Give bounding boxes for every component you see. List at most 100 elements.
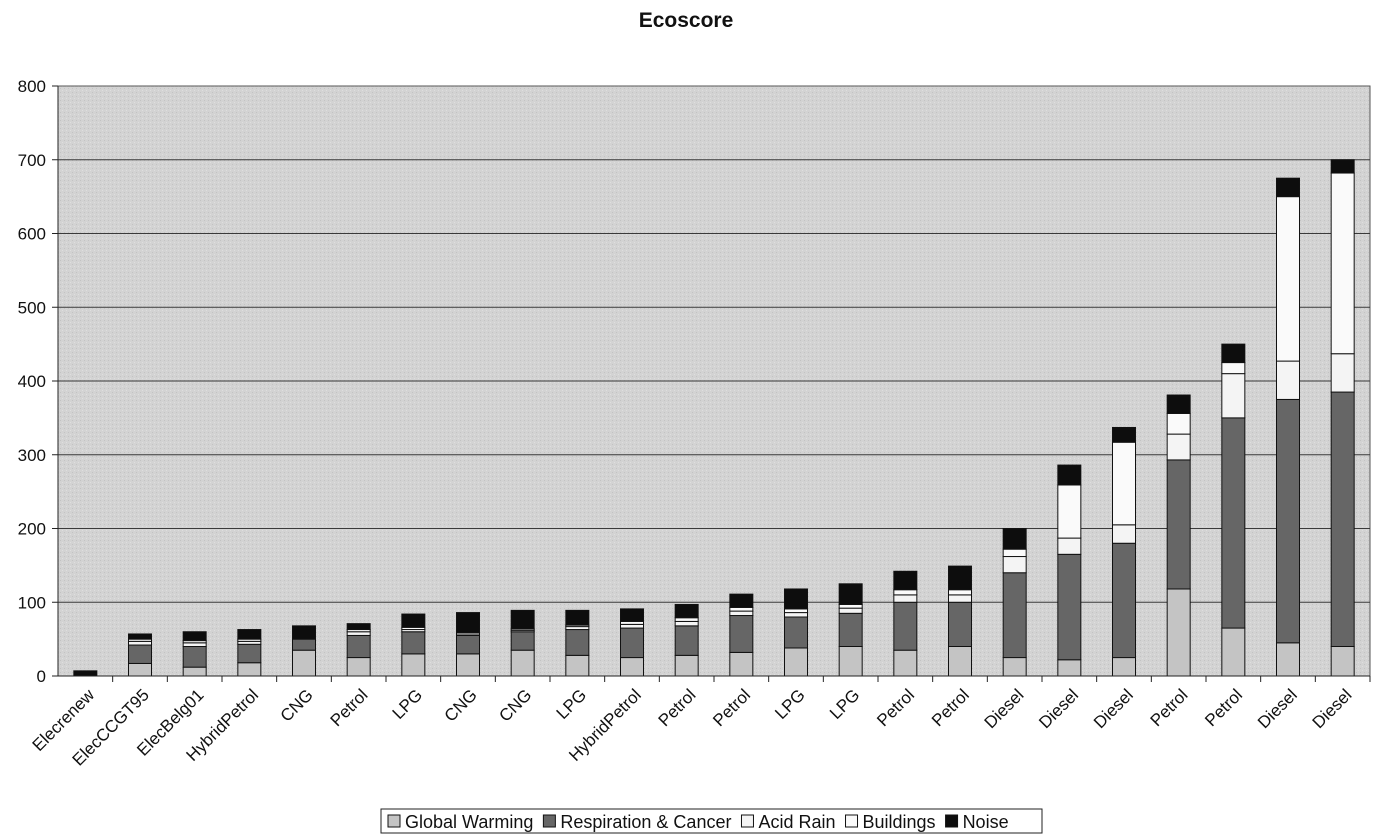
x-tick-label: LPG — [771, 685, 808, 722]
bar-segment — [838, 583, 863, 605]
bar-segment — [292, 625, 316, 640]
bar-segment — [1057, 659, 1082, 677]
bar-segment — [729, 610, 754, 617]
x-tick-label: LPG — [389, 685, 426, 722]
bar-segment — [784, 616, 808, 649]
legend-label: Buildings — [863, 812, 936, 832]
bar-segment — [182, 646, 207, 668]
bar-segment — [1330, 391, 1355, 647]
bar-segment — [729, 593, 754, 608]
bar-segment — [1112, 657, 1136, 677]
bar-segment — [1166, 433, 1191, 461]
x-tick-label: Diesel — [1090, 685, 1137, 732]
legend-label: Global Warming — [405, 812, 533, 832]
bar-segment — [729, 615, 754, 653]
bar-segment — [838, 607, 863, 614]
bar-segment — [1002, 572, 1027, 659]
bar-segment — [948, 594, 972, 603]
bar-segment — [893, 649, 918, 677]
bar-segment — [128, 644, 152, 664]
gridlines — [58, 159, 1370, 603]
bar-segment — [346, 657, 371, 677]
bar-segment — [565, 654, 590, 677]
bar-segment — [1276, 642, 1300, 677]
bar-segment — [346, 631, 371, 636]
y-tick-label: 0 — [37, 667, 46, 686]
x-tick-label: Petrol — [709, 685, 754, 730]
bar-segment — [346, 623, 371, 631]
bar-segment — [1002, 556, 1027, 574]
bar-segment — [510, 631, 535, 651]
bar-segment — [401, 653, 426, 677]
legend-swatch — [945, 814, 959, 828]
bar-segment — [456, 634, 480, 655]
bar-segment — [948, 589, 972, 596]
bar-segment — [1002, 657, 1027, 677]
bar-segment — [237, 629, 262, 640]
bar-segment — [456, 612, 480, 633]
y-tick-label: 100 — [18, 593, 46, 612]
x-tick-label: CNG — [441, 685, 481, 725]
y-tick-label: 600 — [18, 225, 46, 244]
x-tick-label: Petrol — [327, 685, 372, 730]
bar-segment — [128, 633, 152, 640]
bar-segment — [838, 603, 863, 609]
legend-swatch — [387, 814, 401, 828]
y-tick-label: 500 — [18, 298, 46, 317]
x-tick-label: Diesel — [1309, 685, 1356, 732]
bar-segment — [456, 653, 480, 677]
bar-segment — [1330, 172, 1355, 355]
bar-segment — [674, 617, 699, 622]
y-axis: 0 100 200 300 400 500 600 700 800 — [18, 77, 59, 686]
bar-segment — [1057, 537, 1082, 555]
bar-segment — [948, 646, 972, 677]
bar-segment — [948, 601, 972, 647]
bar-segment — [1221, 417, 1246, 629]
bar-segment — [510, 609, 535, 630]
bar-segment — [1112, 524, 1136, 544]
x-tick-label: CNG — [277, 685, 317, 725]
y-tick-label: 300 — [18, 446, 46, 465]
bar-segment — [1002, 528, 1027, 550]
bar-segment — [1057, 553, 1082, 661]
bar-segment — [292, 638, 316, 651]
y-tick-label: 700 — [18, 151, 46, 170]
x-tick-label: LPG — [553, 685, 590, 722]
legend-label: Acid Rain — [758, 812, 835, 832]
x-axis: ElecrenewElecCCGT95ElecBelg01HybridPetro… — [29, 675, 1371, 770]
bar-segment — [620, 627, 644, 659]
bar-segment — [1330, 646, 1355, 677]
bar-segment — [729, 606, 754, 612]
bar-segment — [674, 625, 699, 656]
bar-segment — [1002, 548, 1027, 558]
bar-segment — [838, 612, 863, 647]
legend-box — [380, 808, 1043, 834]
bar-segment — [1221, 627, 1246, 677]
legend-label: Noise — [963, 812, 1009, 832]
bar-segment — [182, 631, 207, 642]
chart-title: Ecoscore — [639, 9, 734, 32]
x-tick-label: Petrol — [655, 685, 700, 730]
bar-segment — [292, 649, 316, 677]
bar-segment — [1166, 394, 1191, 414]
bar-segment — [893, 570, 918, 591]
y-tick-label: 800 — [18, 77, 46, 96]
bar-segment — [1276, 398, 1300, 644]
bar-segment — [346, 634, 371, 659]
bar-segment — [674, 603, 699, 619]
legend-label: Respiration & Cancer — [560, 812, 731, 832]
legend-swatch — [542, 814, 556, 828]
bar-segment — [1112, 441, 1136, 526]
bar-segment — [729, 651, 754, 677]
bar-segment — [674, 654, 699, 677]
x-tick-label: Diesel — [1035, 685, 1082, 732]
bar-segment — [948, 565, 972, 591]
x-tick-label: Petrol — [1147, 685, 1192, 730]
bar-segment — [1057, 464, 1082, 486]
bar-segment — [893, 594, 918, 603]
bar-segment — [1112, 542, 1136, 659]
x-tick-label: CNG — [495, 685, 535, 725]
bar-segment — [1330, 159, 1355, 174]
bar-segment — [1166, 459, 1191, 590]
bar-segment — [128, 640, 152, 646]
